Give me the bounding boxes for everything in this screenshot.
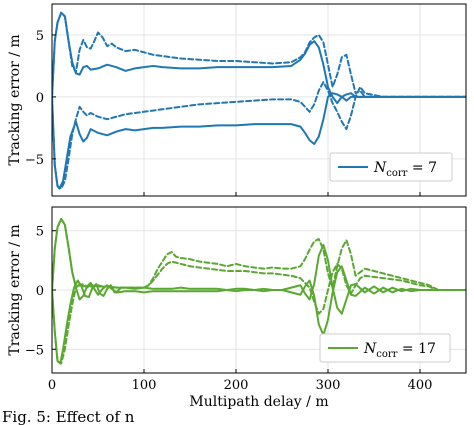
x-tick-label: 100 [132, 378, 157, 393]
series-line-solid-0 [52, 11, 466, 105]
legend-label: Ncorr = 7 [373, 160, 437, 179]
x-tick-label: 0 [48, 378, 56, 393]
axes-frame [51, 3, 467, 197]
y-tick-label: −5 [25, 343, 44, 358]
top-panel: −5 0 5 Tracking error / m Ncorr = 7 [7, 3, 467, 197]
x-axis-label: Multipath delay / m [189, 394, 328, 410]
legend: Ncorr = 17 [319, 333, 451, 363]
legend: Ncorr = 7 [329, 152, 453, 182]
legend-box [319, 333, 451, 363]
y-tick-label: −5 [25, 153, 44, 168]
x-tick-label: 300 [316, 378, 341, 393]
series-line-solid-1 [52, 265, 466, 365]
series-line-solid-1 [52, 92, 466, 190]
y-axis-label: Tracking error / m [7, 224, 23, 355]
series-line-dashed-3 [52, 81, 466, 190]
series-line-dashed-2 [52, 11, 466, 98]
series-line-dashed-3 [52, 260, 466, 365]
y-axis-label: Tracking error / m [7, 34, 23, 165]
x-tick-label: 200 [224, 378, 249, 393]
legend-label: Ncorr = 17 [363, 341, 436, 360]
figure-caption: Fig. 5: Effect of n [2, 408, 135, 425]
x-tick-label: 400 [408, 378, 433, 393]
series-line-dashed-2 [52, 217, 466, 291]
y-tick-label: 5 [36, 29, 44, 44]
legend-box [329, 152, 453, 182]
y-tick-label: 0 [36, 284, 44, 299]
y-tick-label: 0 [36, 91, 44, 106]
y-tick-label: 5 [36, 225, 44, 240]
